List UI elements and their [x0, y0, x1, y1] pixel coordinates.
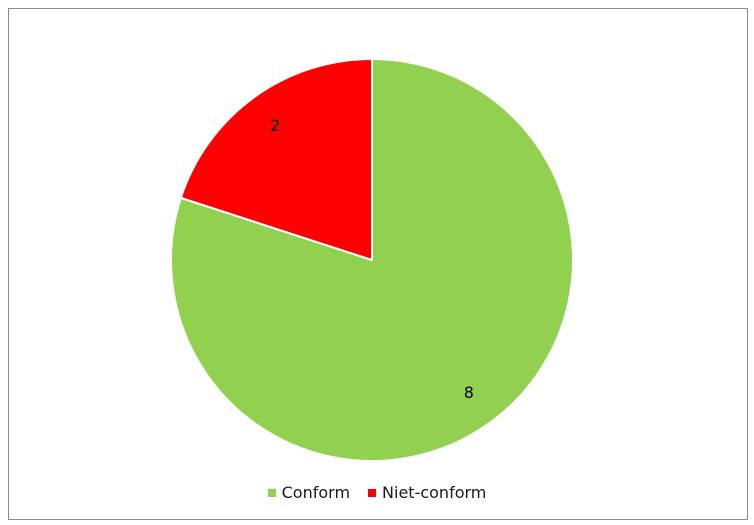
data-label-niet-conform: 2 — [270, 116, 280, 135]
legend-item-conform: Conform — [267, 483, 351, 502]
legend-swatch-conform — [267, 488, 276, 497]
legend-swatch-niet-conform — [368, 488, 377, 497]
legend-item-niet-conform: Niet-conform — [368, 483, 486, 502]
pie-data-labels: 82 — [270, 116, 474, 402]
data-label-conform: 8 — [464, 383, 474, 402]
pie-slices — [170, 57, 574, 462]
pie-slice-niet-conform — [179, 57, 373, 262]
legend-label-niet-conform: Niet-conform — [382, 483, 487, 502]
legend-label-conform: Conform — [281, 483, 351, 502]
legend: Conform Niet-conform — [0, 483, 754, 502]
